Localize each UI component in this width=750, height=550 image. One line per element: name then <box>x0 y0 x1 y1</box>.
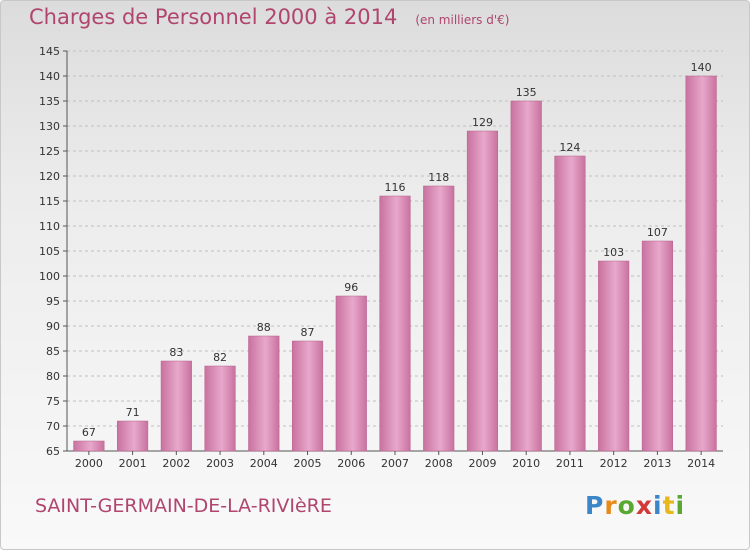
bar <box>685 75 717 452</box>
chart-title: Charges de Personnel 2000 à 2014 (en mill… <box>29 5 509 29</box>
x-tick-label: 2012 <box>600 457 628 470</box>
x-tick-label: 2013 <box>643 457 671 470</box>
y-tick-label: 115 <box>39 195 60 208</box>
bar <box>73 440 105 452</box>
data-label: 107 <box>647 226 668 239</box>
y-tick-label: 80 <box>46 370 60 383</box>
x-tick-label: 2001 <box>119 457 147 470</box>
bars <box>73 75 717 452</box>
x-tick-label: 2010 <box>512 457 540 470</box>
y-tick-label: 65 <box>46 445 60 458</box>
y-tick-label: 140 <box>39 70 60 83</box>
x-tick-label: 2014 <box>687 457 715 470</box>
bar <box>554 155 586 452</box>
commune-name: SAINT-GERMAIN-DE-LA-RIVIèRE <box>35 495 332 517</box>
x-tick-label: 2000 <box>75 457 103 470</box>
data-label: 88 <box>257 321 271 334</box>
bar <box>248 335 280 452</box>
x-tick-label: 2009 <box>468 457 496 470</box>
y-tick-label: 135 <box>39 95 60 108</box>
data-label: 118 <box>428 171 449 184</box>
x-tick-label: 2002 <box>162 457 190 470</box>
bar <box>423 185 455 452</box>
data-label: 129 <box>472 116 493 129</box>
bar <box>379 195 411 452</box>
y-tick-label: 125 <box>39 145 60 158</box>
bar <box>204 365 236 452</box>
value-labels: 67 71 83 82 88 87 96 116 118 129 135 124 103 107 140 <box>82 61 712 439</box>
logo-letter: t <box>662 491 676 520</box>
y-tick-label: 90 <box>46 320 60 333</box>
y-tick-label: 120 <box>39 170 60 183</box>
y-tick-label: 100 <box>39 270 60 283</box>
y-tick-label: 105 <box>39 245 60 258</box>
x-tick-label: 2007 <box>381 457 409 470</box>
data-label: 71 <box>126 406 140 419</box>
data-label: 124 <box>559 141 580 154</box>
chart-title-text: Charges de Personnel 2000 à 2014 <box>29 5 398 29</box>
data-label: 116 <box>385 181 406 194</box>
logo-letter: o <box>617 491 636 520</box>
chart-unit: (en milliers d'€) <box>415 13 510 27</box>
logo-letter: P <box>585 491 605 520</box>
logo-letter: i <box>675 491 686 520</box>
y-tick-labels: 65 70 75 80 85 90 95 100 105 110 115 120 125 130 135 14… <box>39 45 60 458</box>
bar <box>160 360 192 452</box>
data-label: 96 <box>344 281 358 294</box>
bar <box>641 240 673 452</box>
y-tick-label: 110 <box>39 220 60 233</box>
data-label: 135 <box>516 86 537 99</box>
y-tick-label: 130 <box>39 120 60 133</box>
data-label: 82 <box>213 351 227 364</box>
data-label: 140 <box>691 61 712 74</box>
x-tick-labels: 2000 2001 2002 2003 2004 2005 2006 2007 2008 2009… <box>75 451 715 470</box>
data-label: 87 <box>301 326 315 339</box>
bar <box>117 420 149 452</box>
bar <box>598 260 630 452</box>
x-tick-label: 2005 <box>294 457 322 470</box>
x-tick-label: 2004 <box>250 457 278 470</box>
bar <box>291 340 324 452</box>
bar <box>466 130 499 452</box>
y-tick-label: 145 <box>39 45 60 58</box>
y-tick-label: 70 <box>46 420 60 433</box>
logo-letter: i <box>653 491 663 520</box>
y-tick-label: 85 <box>46 345 60 358</box>
data-label: 103 <box>603 246 624 259</box>
x-tick-label: 2006 <box>337 457 365 470</box>
y-tick-label: 95 <box>46 295 60 308</box>
x-tick-label: 2008 <box>425 457 453 470</box>
data-label: 83 <box>169 346 183 359</box>
x-tick-label: 2011 <box>556 457 584 470</box>
logo-letter: x <box>635 491 653 520</box>
bar <box>510 100 542 452</box>
logo-letter: r <box>604 491 618 520</box>
proxiti-logo: Proxiti <box>585 491 685 520</box>
bar <box>335 295 367 452</box>
y-tick-label: 75 <box>46 395 60 408</box>
x-tick-label: 2003 <box>206 457 234 470</box>
data-label: 67 <box>82 426 96 439</box>
